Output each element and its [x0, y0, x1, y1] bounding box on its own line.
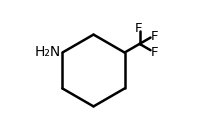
Text: F: F — [135, 22, 142, 35]
Text: F: F — [150, 30, 157, 43]
Text: H₂N: H₂N — [34, 45, 61, 59]
Text: F: F — [150, 45, 157, 59]
